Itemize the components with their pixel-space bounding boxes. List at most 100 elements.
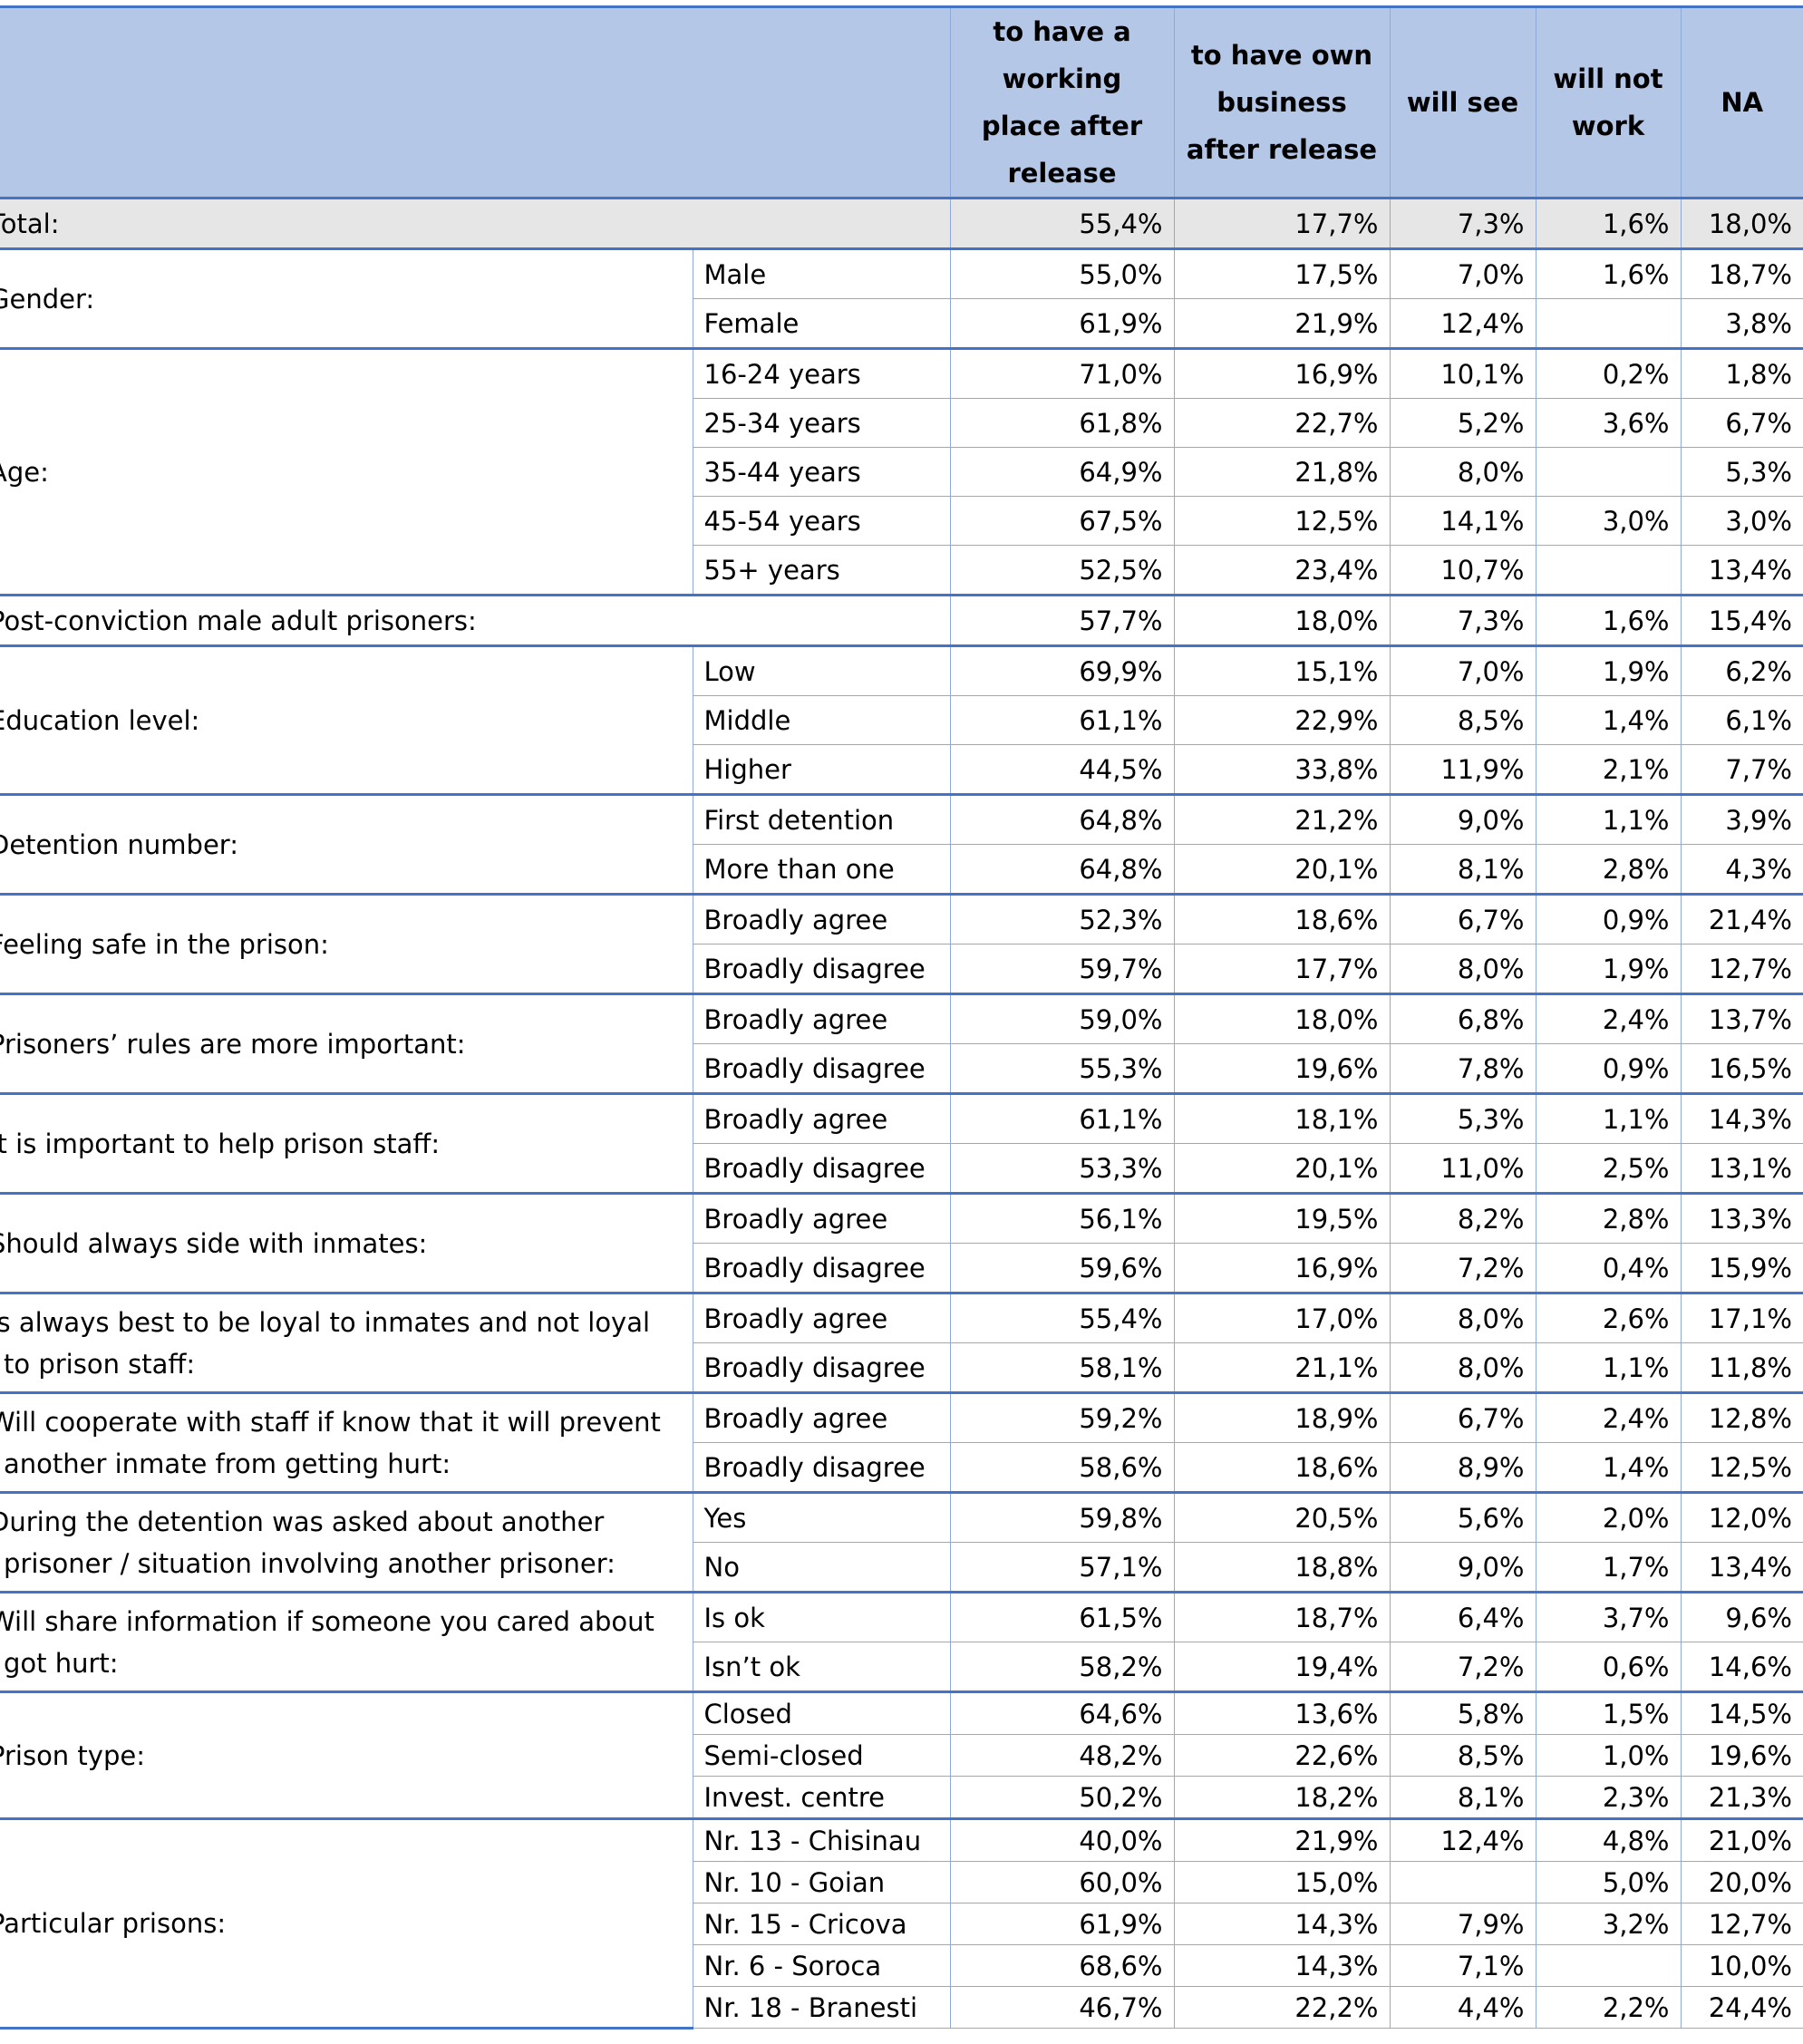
- value-cell: 17,7%: [1173, 197, 1391, 249]
- sub-label: Semi-closed: [692, 1734, 951, 1777]
- value-cell: [1535, 1944, 1682, 1987]
- data-row: Broadly disagree 58,6% 18,6% 8,9% 1,4% 12,5%: [0, 1442, 1803, 1493]
- value-cell: 8,0%: [1389, 447, 1536, 497]
- group-label: Post-conviction male adult prisoners:: [0, 594, 951, 647]
- value-cell: 12,5%: [1173, 496, 1391, 546]
- sub-label: Yes: [692, 1491, 951, 1543]
- data-row: Feeling safe in the prison: Broadly agree…: [0, 893, 1803, 995]
- value-cell: 59,0%: [949, 993, 1175, 1044]
- value-cell: 17,0%: [1173, 1292, 1391, 1343]
- data-row: Detention number: First detention 64,8% 21,…: [0, 793, 1803, 896]
- value-cell: 22,9%: [1173, 695, 1391, 745]
- value-cell: 1,4%: [1535, 695, 1682, 745]
- group-label: Particular prisons:: [0, 1817, 693, 2029]
- value-cell: 61,9%: [949, 298, 1175, 349]
- value-cell: 15,4%: [1680, 594, 1803, 646]
- value-cell: 18,7%: [1680, 247, 1803, 299]
- sub-label: Isn’t ok: [692, 1642, 951, 1692]
- value-cell: 64,6%: [949, 1690, 1175, 1735]
- value-cell: 8,1%: [1389, 1776, 1536, 1819]
- data-row: It is important to help prison staff: Bro…: [0, 1092, 1803, 1195]
- value-cell: 0,9%: [1535, 893, 1682, 945]
- value-cell: 12,8%: [1680, 1391, 1803, 1443]
- value-cell: 12,4%: [1389, 1817, 1536, 1862]
- data-row: Is always best to be loyal to inmates an…: [0, 1292, 1803, 1394]
- value-cell: 21,9%: [1173, 298, 1391, 349]
- value-cell: 3,8%: [1680, 298, 1803, 349]
- value-cell: 6,1%: [1680, 695, 1803, 745]
- value-cell: 0,4%: [1535, 1243, 1682, 1293]
- value-cell: 16,9%: [1173, 347, 1391, 399]
- value-cell: 0,2%: [1535, 347, 1682, 399]
- value-cell: 57,7%: [949, 594, 1175, 646]
- sub-label: Nr. 18 - Branesti: [692, 1986, 951, 2029]
- value-cell: 4,4%: [1389, 1986, 1536, 2029]
- data-row: Broadly disagree 58,1% 21,1% 8,0% 1,1% 11,8%: [0, 1342, 1803, 1393]
- value-cell: 18,0%: [1173, 993, 1391, 1044]
- group-label: Education level:: [0, 644, 693, 796]
- value-cell: 5,2%: [1389, 398, 1536, 448]
- value-cell: 18,1%: [1173, 1092, 1391, 1144]
- value-cell: 2,4%: [1535, 993, 1682, 1044]
- sub-label: Nr. 13 - Chisinau: [692, 1817, 951, 1862]
- group-label: It is important to help prison staff:: [0, 1092, 693, 1195]
- value-cell: 5,3%: [1389, 1092, 1536, 1144]
- value-cell: 19,5%: [1173, 1192, 1391, 1244]
- value-cell: 2,5%: [1535, 1143, 1682, 1194]
- value-cell: 9,6%: [1680, 1591, 1803, 1642]
- value-cell: 22,6%: [1173, 1734, 1391, 1777]
- data-row: Will cooperate with staff if know that i…: [0, 1391, 1803, 1494]
- sub-label: 45-54 years: [692, 496, 951, 546]
- value-cell: 3,2%: [1535, 1903, 1682, 1945]
- sub-label: Female: [692, 298, 951, 349]
- value-cell: 1,1%: [1535, 1342, 1682, 1393]
- value-cell: 3,0%: [1535, 496, 1682, 546]
- value-cell: 2,2%: [1535, 1986, 1682, 2029]
- data-row: Nr. 10 - Goian 60,0% 15,0% 5,0% 20,0%: [0, 1861, 1803, 1904]
- value-cell: 17,7%: [1173, 944, 1391, 994]
- value-cell: 57,1%: [949, 1542, 1175, 1593]
- value-cell: 14,6%: [1680, 1642, 1803, 1692]
- value-cell: 14,1%: [1389, 496, 1536, 546]
- data-row: Broadly disagree 59,7% 17,7% 8,0% 1,9% 12,7%: [0, 944, 1803, 994]
- data-row: 45-54 years 67,5% 12,5% 14,1% 3,0% 3,0%: [0, 496, 1803, 546]
- value-cell: 10,7%: [1389, 545, 1536, 596]
- sub-label: Nr. 15 - Cricova: [692, 1903, 951, 1945]
- column-header: to have own business after release: [1173, 5, 1391, 199]
- data-row: Prisoners’ rules are more important: Broa…: [0, 993, 1803, 1095]
- data-row: Broadly disagree 59,6% 16,9% 7,2% 0,4% 15,9%: [0, 1243, 1803, 1293]
- value-cell: 7,7%: [1680, 744, 1803, 795]
- value-cell: 2,0%: [1535, 1491, 1682, 1543]
- value-cell: 5,6%: [1389, 1491, 1536, 1543]
- value-cell: 61,8%: [949, 398, 1175, 448]
- value-cell: 18,9%: [1173, 1391, 1391, 1443]
- value-cell: 7,3%: [1389, 197, 1536, 249]
- value-cell: 40,0%: [949, 1817, 1175, 1862]
- value-cell: 55,0%: [949, 247, 1175, 299]
- value-cell: 64,8%: [949, 793, 1175, 845]
- sub-label: Broadly agree: [692, 1192, 951, 1244]
- sub-label: Higher: [692, 744, 951, 795]
- value-cell: 6,4%: [1389, 1591, 1536, 1642]
- value-cell: [1535, 545, 1682, 596]
- value-cell: 64,9%: [949, 447, 1175, 497]
- value-cell: 7,0%: [1389, 247, 1536, 299]
- value-cell: 24,4%: [1680, 1986, 1803, 2029]
- value-cell: 4,8%: [1535, 1817, 1682, 1862]
- sub-label: Broadly disagree: [692, 1043, 951, 1094]
- value-cell: 2,3%: [1535, 1776, 1682, 1819]
- group-label: Gender:: [0, 247, 693, 350]
- value-cell: 13,7%: [1680, 993, 1803, 1044]
- sub-label: Is ok: [692, 1591, 951, 1642]
- sub-label: Broadly agree: [692, 993, 951, 1044]
- value-cell: 12,4%: [1389, 298, 1536, 349]
- sub-label: First detention: [692, 793, 951, 845]
- value-cell: 21,8%: [1173, 447, 1391, 497]
- value-cell: 14,3%: [1173, 1903, 1391, 1945]
- value-cell: 1,9%: [1535, 944, 1682, 994]
- value-cell: 1,9%: [1535, 644, 1682, 696]
- value-cell: 11,8%: [1680, 1342, 1803, 1393]
- value-cell: 8,5%: [1389, 1734, 1536, 1777]
- sub-label: More than one: [692, 844, 951, 895]
- sub-label: Invest. centre: [692, 1776, 951, 1819]
